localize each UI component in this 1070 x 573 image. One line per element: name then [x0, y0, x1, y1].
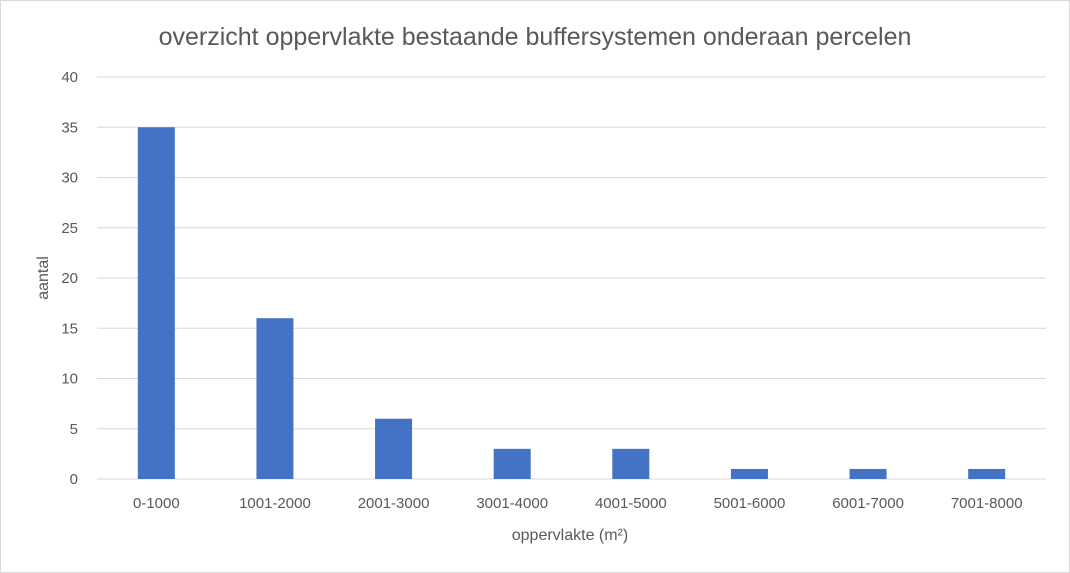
y-tick-label: 10 — [61, 371, 78, 388]
x-axis-title: oppervlakte (m²) — [512, 527, 628, 544]
y-tick-label: 0 — [70, 471, 78, 488]
y-tick-label: 40 — [61, 69, 78, 86]
x-tick-label: 1001-2000 — [239, 495, 311, 512]
x-tick-label: 4001-5000 — [595, 495, 667, 512]
bars — [137, 127, 1006, 479]
bar-6001-7000 — [849, 468, 887, 479]
y-tick-label: 20 — [61, 270, 78, 287]
bar-1001-2000 — [256, 318, 294, 479]
x-tick-label: 3001-4000 — [476, 495, 548, 512]
chart-title: overzicht oppervlakte bestaande buffersy… — [159, 23, 912, 51]
x-tick-label: 5001-6000 — [714, 495, 786, 512]
x-tick-label: 6001-7000 — [832, 495, 904, 512]
y-axis-title: aantal — [35, 256, 52, 300]
x-axis-ticks: 0-1000 1001-2000 2001-3000 3001-4000 4001-50… — [133, 495, 1023, 512]
y-tick-label: 15 — [61, 320, 78, 337]
x-tick-label: 7001-8000 — [951, 495, 1023, 512]
y-tick-label: 35 — [61, 119, 78, 136]
bar-3001-4000 — [493, 448, 531, 479]
x-tick-label: 0-1000 — [133, 495, 180, 512]
y-tick-label: 5 — [70, 421, 78, 438]
bar-0-1000 — [137, 127, 175, 479]
gridlines — [97, 76, 1046, 480]
bar-7001-8000 — [968, 468, 1006, 479]
y-tick-label: 25 — [61, 220, 78, 237]
bar-4001-5000 — [612, 448, 650, 479]
bar-5001-6000 — [730, 468, 768, 479]
y-axis-ticks: 0 5 10 15 20 25 30 35 40 — [61, 69, 78, 488]
bar-2001-3000 — [375, 418, 413, 479]
x-tick-label: 2001-3000 — [358, 495, 430, 512]
y-tick-label: 30 — [61, 170, 78, 187]
